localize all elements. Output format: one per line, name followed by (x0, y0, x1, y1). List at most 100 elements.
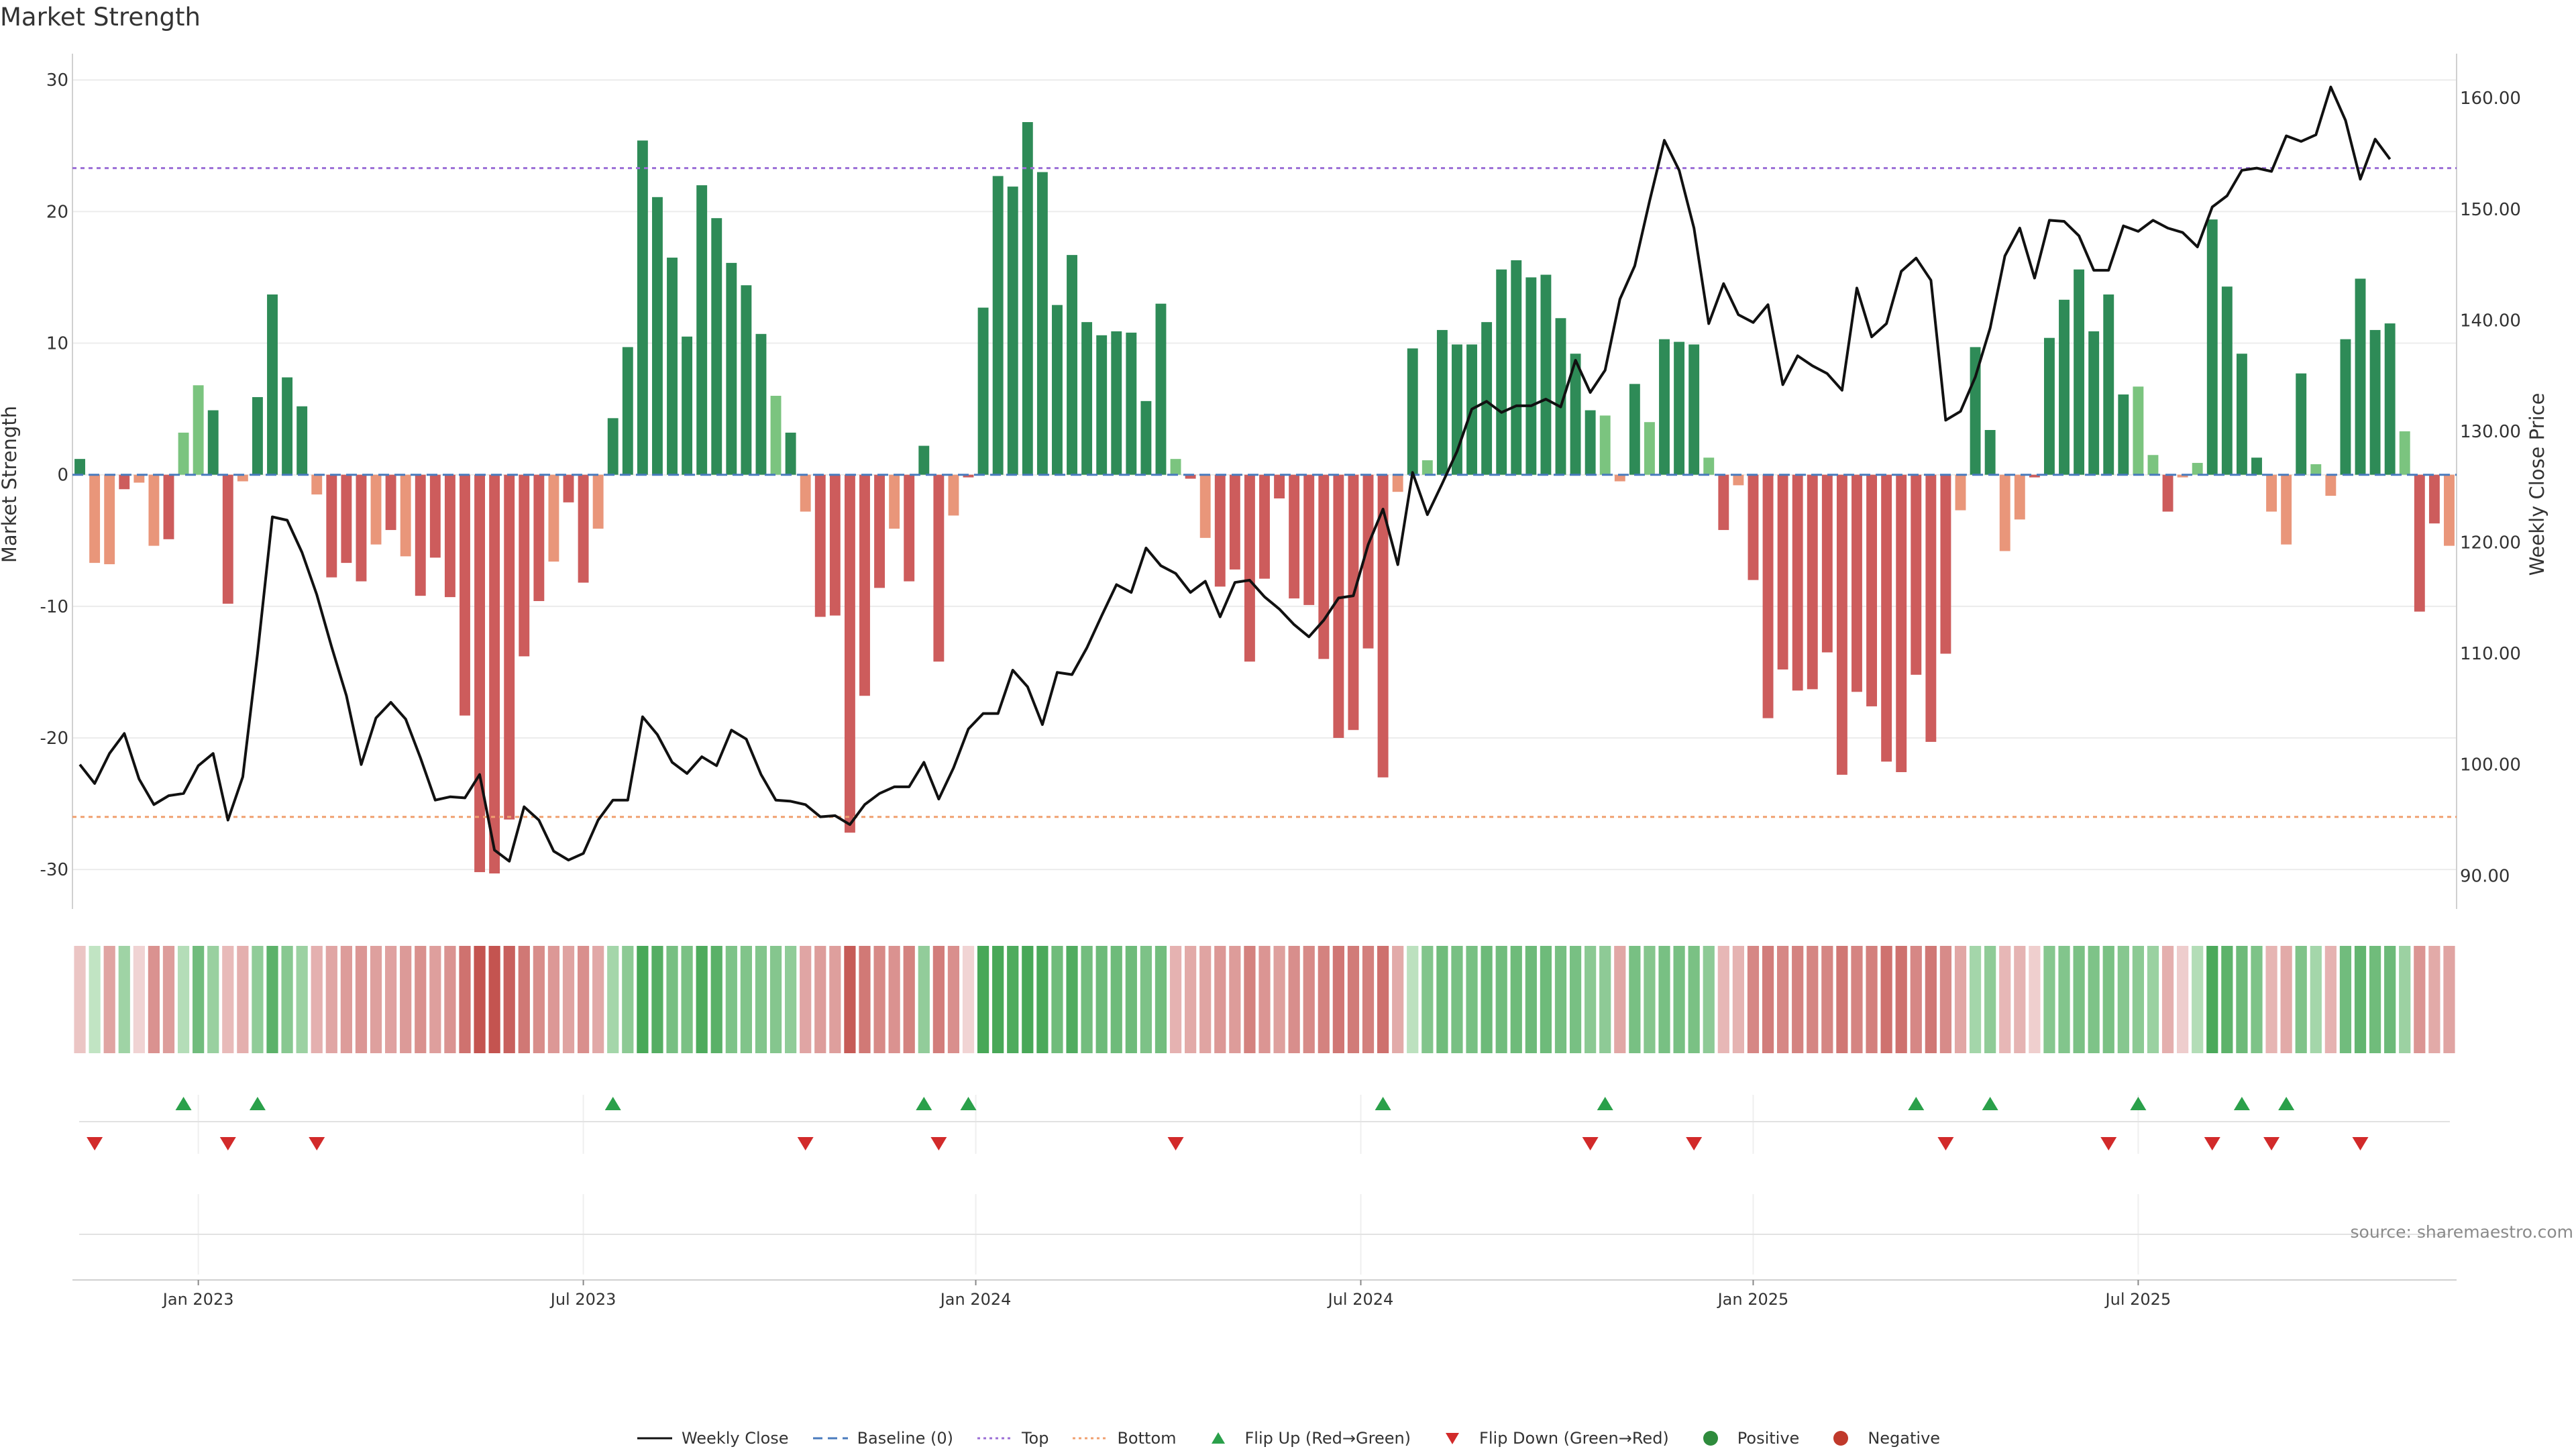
heat-cell (1999, 946, 2011, 1053)
legend-swatch-line (637, 1437, 672, 1440)
strength-bar (829, 474, 841, 616)
strength-bar (1585, 410, 1596, 475)
heat-cell (1066, 946, 1078, 1053)
heat-cell (2428, 946, 2440, 1053)
heat-cell (1303, 946, 1315, 1053)
strength-bar (1970, 347, 1981, 475)
heat-cell (1110, 946, 1122, 1053)
strength-bar (1155, 303, 1167, 475)
heat-cell (2132, 946, 2145, 1053)
heat-cell (800, 946, 812, 1053)
strength-bar (133, 474, 145, 483)
strength-bar (341, 474, 352, 564)
heat-cell (992, 946, 1004, 1053)
flip-down-marker (2100, 1137, 2117, 1150)
strength-bar (104, 474, 115, 565)
heat-cell (1451, 946, 1463, 1053)
heat-cell (1939, 946, 1952, 1053)
strength-bar (1792, 474, 1803, 691)
heat-cell (1362, 946, 1375, 1053)
strength-bar (2310, 464, 2322, 475)
heat-cell (2206, 946, 2218, 1053)
legend-item-negative: Negative (1822, 1429, 1940, 1448)
heat-cell (918, 946, 930, 1053)
strength-bar (2340, 339, 2351, 475)
heat-cell (903, 946, 915, 1053)
heat-cell (1984, 946, 1996, 1053)
flip-up-marker (1597, 1097, 1613, 1110)
heat-cell (133, 946, 145, 1053)
strength-bar (667, 258, 678, 475)
heat-cell (2384, 946, 2396, 1053)
heat-cell (118, 946, 130, 1053)
heat-cell (1747, 946, 1760, 1053)
flip-up-marker (604, 1097, 621, 1110)
y2-tick-label: 100.00 (2460, 755, 2521, 775)
strength-bar (1674, 341, 1685, 475)
strength-bar (1244, 474, 1255, 662)
legend-swatch-top (977, 1437, 1012, 1440)
heat-cell (2147, 946, 2159, 1053)
heat-cell (2324, 946, 2337, 1053)
heat-cell (1407, 946, 1419, 1053)
heat-cell (533, 946, 545, 1053)
strength-bar (1007, 186, 1018, 475)
heat-cell (607, 946, 619, 1053)
y2-tick-label: 160.00 (2460, 89, 2521, 109)
heat-cell (1510, 946, 1522, 1053)
strength-bar (918, 445, 930, 475)
strength-bar (2014, 474, 2025, 520)
heat-cell (1658, 946, 1670, 1053)
heat-cell (1732, 946, 1744, 1053)
flip-up-marker (1982, 1097, 1998, 1110)
strength-bar (356, 474, 367, 582)
y-axis-label: Market Strength (0, 406, 21, 563)
strength-bar (1259, 474, 1270, 579)
strength-bar (1777, 474, 1788, 669)
legend-swatch-flip-up (1211, 1432, 1225, 1444)
heat-cell (252, 946, 264, 1053)
x-tick-label: Jul 2024 (1327, 1290, 1394, 1309)
flip-up-marker (175, 1097, 192, 1110)
heat-cell (1244, 946, 1256, 1053)
strength-bar (1481, 322, 1493, 475)
legend-item-positive: Positive (1692, 1429, 1799, 1448)
strength-bar (1644, 422, 1655, 475)
strength-bars (74, 122, 2455, 874)
strength-bar (1733, 474, 1744, 486)
strength-bar (548, 474, 559, 562)
strength-bar (1570, 354, 1581, 475)
strength-bar (711, 218, 722, 475)
heat-cell (1436, 946, 1448, 1053)
flip-down-marker (309, 1137, 325, 1150)
heat-cell (148, 946, 160, 1053)
strength-bar (770, 396, 782, 475)
flip-up-marker (1908, 1097, 1925, 1110)
strength-bar (415, 474, 426, 596)
flip-up-marker (249, 1097, 266, 1110)
heat-cell (103, 946, 115, 1053)
y-tick-label: -30 (40, 860, 68, 880)
heat-cell (1140, 946, 1152, 1053)
heat-cell (829, 946, 841, 1053)
strength-bar (1748, 474, 1759, 580)
strength-bar (844, 474, 855, 833)
chart-title: Market Strength (0, 3, 201, 32)
heat-cell (2102, 946, 2114, 1053)
strength-bar (1081, 322, 1093, 475)
y-tick-label: -20 (40, 729, 68, 749)
heat-cell (1214, 946, 1226, 1053)
strength-bar (1762, 474, 1774, 718)
strength-bar (2414, 474, 2425, 612)
strength-bar (682, 336, 693, 475)
heat-cell (2310, 946, 2322, 1053)
heat-cell (193, 946, 205, 1053)
heat-cell (2354, 946, 2367, 1053)
heat-cell (755, 946, 767, 1053)
strength-bar (904, 474, 915, 582)
strength-bar (592, 474, 604, 529)
heat-cell (622, 946, 634, 1053)
heat-cell (222, 946, 234, 1053)
weekly-close-line (78, 85, 2392, 863)
heat-cell (1495, 946, 1507, 1053)
